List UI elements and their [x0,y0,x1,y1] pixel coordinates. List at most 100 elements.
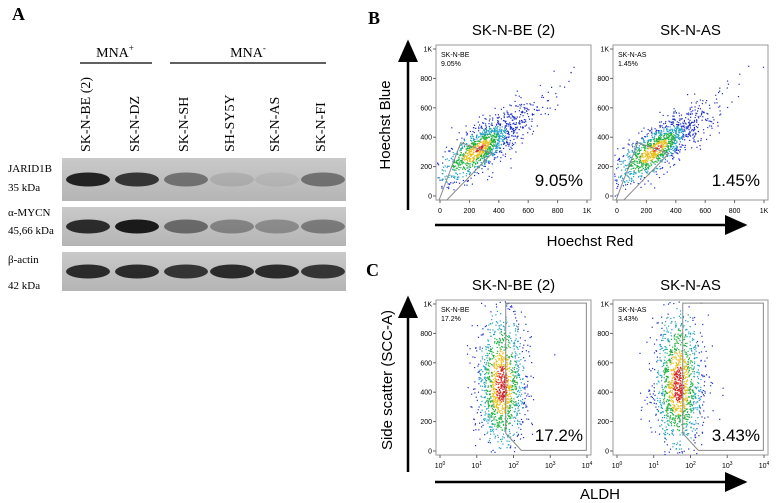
scatter-dot [510,364,511,365]
scatter-dot [484,132,485,133]
scatter-dot [653,162,654,163]
scatter-dot [480,404,481,405]
scatter-dot [666,133,667,134]
scatter-dot [502,436,503,437]
scatter-dot [695,393,696,394]
scatter-dot [488,442,489,443]
scatter-dot [489,440,490,441]
scatter-dot [509,376,510,377]
scatter-dot [485,148,486,149]
scatter-dot [489,366,490,367]
scatter-dot [686,352,687,353]
scatter-dot [509,362,510,363]
scatter-dot [488,163,489,164]
scatter-dot [497,131,498,132]
scatter-dot [486,369,487,370]
scatter-dot [688,351,689,352]
scatter-dot [694,334,695,335]
blot-band [255,220,299,234]
scatter-dot [507,398,508,399]
scatter-dot [497,329,498,330]
scatter-dot [654,400,655,401]
scatter-dot [516,403,517,404]
scatter-dot [472,160,473,161]
scatter-dot [632,144,633,145]
scatter-dot [691,368,692,369]
scatter-dot [494,154,495,155]
scatter-dot [488,123,489,124]
scatter-dot [478,157,479,158]
scatter-dot [671,350,672,351]
scatter-dot [679,452,680,453]
scatter-dot [646,169,647,170]
scatter-dot [651,432,652,433]
scatter-dot [715,95,716,96]
scatter-dot [487,149,488,150]
scatter-dot [506,420,507,421]
scatter-dot [658,136,659,137]
scatter-dot [461,145,462,146]
scatter-dot [506,128,507,129]
scatter-dot [670,405,671,406]
scatter-dot [459,173,460,174]
scatter-dot [629,156,630,157]
scatter-dot [505,135,506,136]
scatter-dot [692,371,693,372]
tick-base: 10 [471,463,479,470]
scatter-dot [662,148,663,149]
scatter-dot [511,390,512,391]
scatter-dot [496,125,497,126]
scatter-dot [475,155,476,156]
scatter-dot [509,142,510,143]
scatter-dot [508,146,509,147]
scatter-dot [638,154,639,155]
scatter-dot [703,401,704,402]
scatter-dot [511,340,512,341]
scatter-dot [454,178,455,179]
scatter-dot [672,121,673,122]
scatter-dot [478,429,479,430]
scatter-dot [521,111,522,112]
scatter-dot [687,409,688,410]
scatter-dot [679,352,680,353]
scatter-dot [495,359,496,360]
scatter-dot [477,400,478,401]
scatter-dot [667,172,668,173]
scatter-dot [489,148,490,149]
scatter-dot [677,429,678,430]
lane-label: SK-N-FI [314,102,329,152]
scatter-dot [482,386,483,387]
scatter-dot [491,141,492,142]
scatter-dot [646,162,647,163]
scatter-dot [503,352,504,353]
scatter-dot [537,106,538,107]
scatter-dot [522,351,523,352]
scatter-dot [509,405,510,406]
scatter-dot [498,143,499,144]
scatter-dot [678,426,679,427]
scatter-dot [504,408,505,409]
scatter-dot [457,174,458,175]
scatter-dot [687,400,688,401]
scatter-dot [636,158,637,159]
scatter-dot [673,146,674,147]
scatter-dot [486,377,487,378]
scatter-dot [515,136,516,137]
scatter-dot [486,401,487,402]
scatter-dot [717,122,718,123]
scatter-dot [630,165,631,166]
scatter-dot [692,340,693,341]
scatter-dot [671,155,672,156]
scatter-dot [449,160,450,161]
scatter-dot [654,136,655,137]
scatter-dot [692,110,693,111]
scatter-dot [486,152,487,153]
scatter-dot [673,150,674,151]
scatter-dot [644,150,645,151]
scatter-dot [664,434,665,435]
scatter-dot [646,163,647,164]
scatter-dot [501,329,502,330]
scatter-dot [548,114,549,115]
scatter-dot [498,373,499,374]
scatter-dot [509,116,510,117]
